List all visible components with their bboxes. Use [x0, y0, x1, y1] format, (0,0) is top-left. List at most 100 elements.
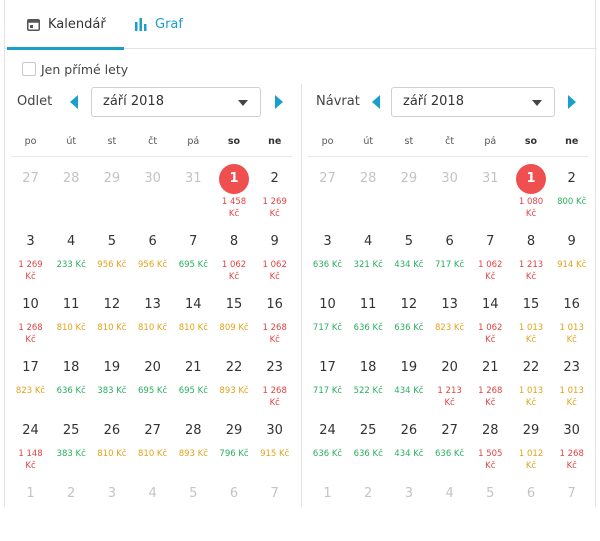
- day-cell[interactable]: 3 636 Kč: [307, 227, 348, 289]
- day-cell[interactable]: 25 636 Kč: [348, 416, 389, 478]
- day-price: 810 Kč: [56, 323, 86, 333]
- day-cell[interactable]: 8 1 213 Kč: [511, 227, 552, 289]
- prev-month-arrow-icon[interactable]: [372, 95, 380, 109]
- day-cell[interactable]: 22 1 013 Kč: [511, 353, 552, 415]
- weekday-label: pá: [187, 136, 200, 147]
- day-cell: 29: [388, 164, 429, 226]
- day-cell[interactable]: 26 810 Kč: [91, 416, 132, 478]
- day-number: 18: [62, 360, 80, 375]
- day-price: 1 013 Kč: [559, 323, 584, 345]
- day-cell[interactable]: 16 1 013 Kč: [551, 290, 592, 352]
- prev-month-arrow-icon[interactable]: [70, 95, 78, 109]
- day-cell[interactable]: 7 1 062 Kč: [470, 227, 511, 289]
- day-cell[interactable]: 15 1 013 Kč: [511, 290, 552, 352]
- day-cell[interactable]: 6 956 Kč: [132, 227, 173, 289]
- day-cell[interactable]: 11 636 Kč: [348, 290, 389, 352]
- day-cell[interactable]: 14 1 062 Kč: [470, 290, 511, 352]
- day-cell[interactable]: 9 914 Kč: [551, 227, 592, 289]
- day-cell[interactable]: 10 1 268 Kč: [10, 290, 51, 352]
- day-cell[interactable]: 21 1 268 Kč: [470, 353, 511, 415]
- weekday-label: st: [107, 136, 117, 147]
- weekday-label: čt: [148, 136, 158, 147]
- day-cell[interactable]: 30 1 268 Kč: [551, 416, 592, 478]
- day-cell[interactable]: 3 1 269 Kč: [10, 227, 51, 289]
- day-price: 823 Kč: [15, 386, 46, 396]
- day-cell[interactable]: 17 823 Kč: [10, 353, 51, 415]
- direct-flights-checkbox[interactable]: [22, 62, 36, 76]
- day-cell[interactable]: 13 810 Kč: [132, 290, 173, 352]
- return-month-select[interactable]: září 2018: [391, 87, 555, 117]
- day-cell[interactable]: 24 1 148 Kč: [10, 416, 51, 478]
- weekday-label: čt: [445, 136, 455, 147]
- day-cell[interactable]: 27 810 Kč: [132, 416, 173, 478]
- day-number: 30: [266, 423, 283, 438]
- day-cell[interactable]: 10 717 Kč: [307, 290, 348, 352]
- day-cell[interactable]: 16 1 268 Kč: [254, 290, 295, 352]
- day-cell[interactable]: 28 1 505 Kč: [470, 416, 511, 478]
- day-price: 1 213 Kč: [437, 386, 462, 408]
- day-cell[interactable]: 26 434 Kč: [388, 416, 429, 478]
- day-number: 28: [62, 171, 80, 186]
- tab-kalendar[interactable]: Kalendář: [7, 0, 124, 50]
- day-cell[interactable]: 2 1 269 Kč: [254, 164, 295, 226]
- day-number: 23: [266, 360, 283, 375]
- day-number: 16: [266, 297, 283, 312]
- bar-chart-icon: [135, 18, 147, 31]
- day-cell[interactable]: 29 796 Kč: [214, 416, 255, 478]
- day-cell[interactable]: 23 1 013 Kč: [551, 353, 592, 415]
- day-number: 7: [189, 234, 198, 249]
- day-cell[interactable]: 28 893 Kč: [173, 416, 214, 478]
- departure-month-select[interactable]: září 2018: [91, 87, 261, 117]
- day-cell[interactable]: 22 893 Kč: [214, 353, 255, 415]
- day-cell[interactable]: 29 1 012 Kč: [511, 416, 552, 478]
- day-cell[interactable]: 15 809 Kč: [214, 290, 255, 352]
- day-cell[interactable]: 9 1 062 Kč: [254, 227, 295, 289]
- day-cell[interactable]: 8 1 062 Kč: [214, 227, 255, 289]
- day-cell[interactable]: 27 636 Kč: [429, 416, 470, 478]
- day-cell[interactable]: 18 636 Kč: [51, 353, 92, 415]
- day-cell[interactable]: 30 915 Kč: [254, 416, 295, 478]
- day-cell[interactable]: 24 636 Kč: [307, 416, 348, 478]
- next-month-arrow-icon[interactable]: [568, 95, 576, 109]
- next-month-arrow-icon[interactable]: [275, 95, 283, 109]
- day-cell[interactable]: 2 800 Kč: [551, 164, 592, 226]
- weekday-label: po: [24, 136, 37, 147]
- day-cell[interactable]: 21 695 Kč: [173, 353, 214, 415]
- day-cell[interactable]: 12 636 Kč: [388, 290, 429, 352]
- day-cell[interactable]: 20 1 213 Kč: [429, 353, 470, 415]
- day-cell[interactable]: 18 522 Kč: [348, 353, 389, 415]
- day-cell[interactable]: 1 1 458 Kč: [214, 164, 255, 226]
- day-cell: 7: [551, 479, 592, 541]
- day-cell[interactable]: 4 233 Kč: [51, 227, 92, 289]
- day-price: 695 Kč: [178, 386, 208, 396]
- day-cell[interactable]: 5 956 Kč: [91, 227, 132, 289]
- day-number: 3: [323, 234, 332, 249]
- day-cell[interactable]: 5 434 Kč: [388, 227, 429, 289]
- day-number: 27: [22, 171, 39, 186]
- day-cell[interactable]: 19 434 Kč: [388, 353, 429, 415]
- day-cell[interactable]: 12 810 Kč: [91, 290, 132, 352]
- day-number: 16: [563, 297, 580, 312]
- view-tabs: Kalendář Graf: [5, 0, 597, 50]
- day-cell: 4: [132, 479, 173, 541]
- day-cell[interactable]: 25 383 Kč: [51, 416, 92, 478]
- day-number: 30: [441, 171, 458, 186]
- direct-flights-option[interactable]: Jen přímé lety: [22, 61, 128, 77]
- day-number: 4: [67, 234, 76, 249]
- day-cell[interactable]: 20 695 Kč: [132, 353, 173, 415]
- day-cell[interactable]: 7 695 Kč: [173, 227, 214, 289]
- day-cell[interactable]: 1 1 080 Kč: [511, 164, 552, 226]
- day-cell[interactable]: 23 1 268 Kč: [254, 353, 295, 415]
- day-cell[interactable]: 19 383 Kč: [91, 353, 132, 415]
- tab-graf[interactable]: Graf: [135, 0, 183, 49]
- day-cell[interactable]: 14 810 Kč: [173, 290, 214, 352]
- day-price: 800 Kč: [557, 197, 587, 207]
- day-number: 27: [144, 423, 161, 438]
- day-cell[interactable]: 4 321 Kč: [348, 227, 389, 289]
- day-number: 12: [400, 297, 418, 312]
- day-cell[interactable]: 17 717 Kč: [307, 353, 348, 415]
- day-cell[interactable]: 13 823 Kč: [429, 290, 470, 352]
- return-calendar: Návrat září 2018 po út st čt pá so ne 27 28 29 30…: [301, 84, 592, 507]
- day-cell[interactable]: 11 810 Kč: [51, 290, 92, 352]
- day-cell[interactable]: 6 717 Kč: [429, 227, 470, 289]
